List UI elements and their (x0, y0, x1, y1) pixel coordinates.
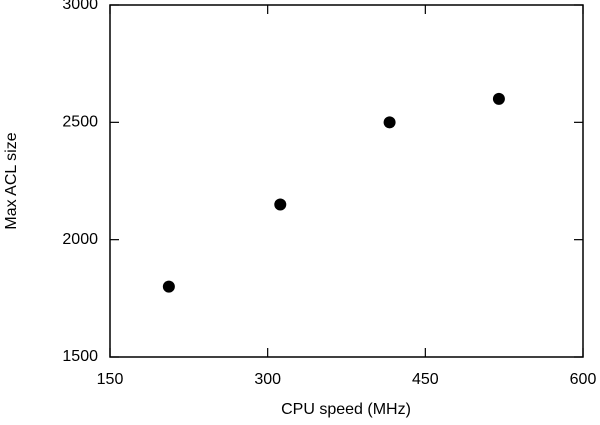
x-tick-label: 600 (570, 371, 597, 388)
point (274, 198, 287, 211)
x-axis-label: CPU speed (MHz) (281, 401, 411, 418)
x-tick-label: 150 (97, 371, 124, 388)
plot-frame (109, 4, 584, 358)
y-tick-label: 1500 (62, 348, 98, 365)
point (162, 280, 175, 293)
x-tick-label: 300 (254, 371, 281, 388)
point (383, 116, 396, 129)
y-tick-label: 2000 (62, 231, 98, 248)
y-axis-label: Max ACL size (3, 132, 20, 229)
x-tick-label: 450 (412, 371, 439, 388)
y-tick-label: 2500 (62, 114, 98, 131)
point (492, 92, 505, 105)
y-tick-label: 3000 (62, 0, 98, 13)
